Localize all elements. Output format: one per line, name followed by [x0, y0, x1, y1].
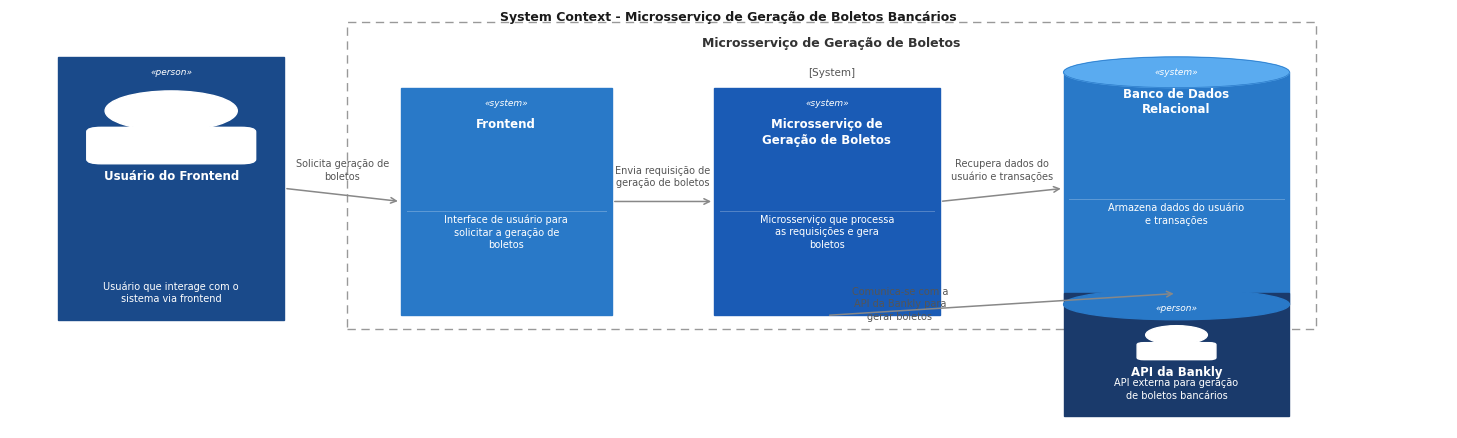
Text: Usuário que interage com o
sistema via frontend: Usuário que interage com o sistema via f… — [103, 282, 239, 304]
Text: Microsserviço de Geração de Boletos: Microsserviço de Geração de Boletos — [702, 37, 960, 50]
Text: Banco de Dados
Relacional: Banco de Dados Relacional — [1123, 88, 1230, 116]
Text: «person»: «person» — [150, 68, 192, 77]
Ellipse shape — [1064, 57, 1289, 88]
Circle shape — [105, 91, 237, 131]
Text: Usuário do Frontend: Usuário do Frontend — [103, 170, 239, 184]
FancyBboxPatch shape — [58, 57, 284, 320]
Text: «system»: «system» — [806, 99, 848, 108]
Text: [System]: [System] — [807, 68, 855, 78]
Text: «system»: «system» — [1155, 68, 1198, 77]
FancyBboxPatch shape — [401, 88, 612, 315]
Text: «system»: «system» — [485, 99, 527, 108]
Text: Microsserviço que processa
as requisições e gera
boletos: Microsserviço que processa as requisiçõe… — [759, 215, 895, 250]
Text: Solicita geração de
boletos: Solicita geração de boletos — [296, 159, 389, 182]
Text: Frontend: Frontend — [476, 118, 536, 131]
Text: Comunica-se com a
API da Bankly para
gerar boletos: Comunica-se com a API da Bankly para ger… — [851, 287, 949, 322]
Text: Envia requisição de
geração de boletos: Envia requisição de geração de boletos — [615, 166, 711, 188]
Text: API externa para geração
de boletos bancários: API externa para geração de boletos banc… — [1115, 378, 1238, 401]
FancyBboxPatch shape — [1136, 343, 1217, 360]
FancyBboxPatch shape — [1064, 72, 1289, 304]
Text: Interface de usuário para
solicitar a geração de
boletos: Interface de usuário para solicitar a ge… — [444, 215, 568, 250]
Text: Microsserviço de
Geração de Boletos: Microsserviço de Geração de Boletos — [762, 118, 892, 147]
Circle shape — [1145, 326, 1208, 344]
FancyBboxPatch shape — [714, 88, 940, 315]
Text: «person»: «person» — [1155, 304, 1198, 314]
FancyBboxPatch shape — [87, 127, 255, 164]
Text: System Context - Microsserviço de Geração de Boletos Bancários: System Context - Microsserviço de Geraçã… — [500, 11, 957, 24]
Ellipse shape — [1064, 289, 1289, 320]
FancyBboxPatch shape — [1064, 293, 1289, 416]
Text: API da Bankly: API da Bankly — [1131, 366, 1222, 379]
Text: Recupera dados do
usuário e transações: Recupera dados do usuário e transações — [950, 159, 1053, 182]
Text: Armazena dados do usuário
e transações: Armazena dados do usuário e transações — [1109, 203, 1244, 226]
